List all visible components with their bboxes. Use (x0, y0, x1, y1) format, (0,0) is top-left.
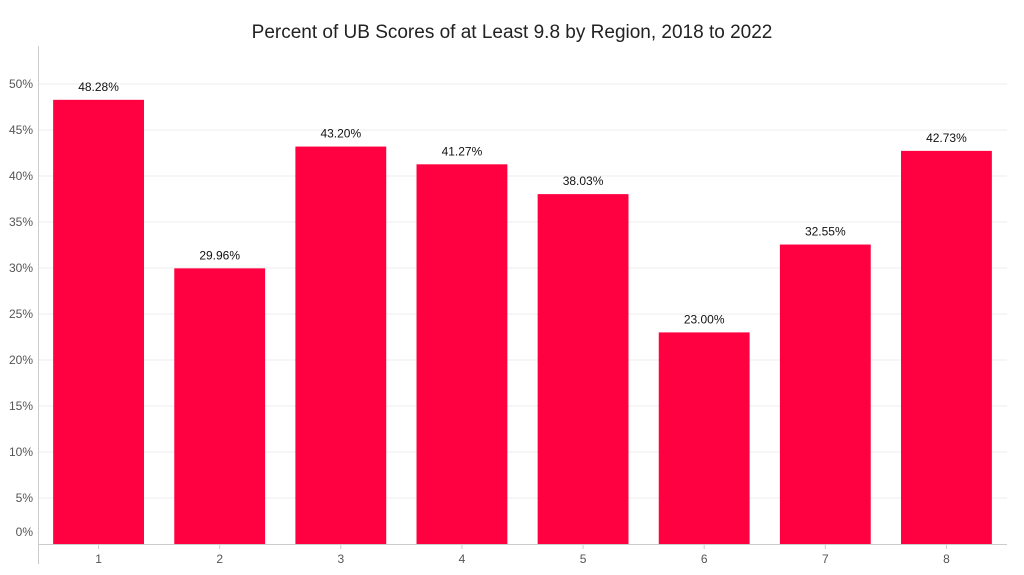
bar (174, 268, 266, 544)
x-tick-label: 1 (95, 552, 102, 566)
data-labels: 48.28% 29.96% 43.20% 41.27% 38.03% 23.00% 32.5… (78, 80, 967, 327)
y-tick-label: 30% (9, 261, 33, 275)
data-label: 48.28% (78, 80, 119, 94)
bar (658, 332, 750, 544)
y-tick-label: 0% (16, 525, 34, 539)
data-label: 42.73% (926, 131, 967, 145)
data-label: 43.20% (320, 127, 361, 141)
y-tick-label: 50% (9, 77, 33, 91)
chart-title: Percent of UB Scores of at Least 9.8 by … (252, 22, 773, 43)
x-tick-label: 8 (943, 552, 950, 566)
x-axis-ticks: 1 2 3 4 5 6 7 8 (95, 544, 950, 566)
y-tick-label: 5% (16, 491, 34, 505)
data-label: 41.27% (442, 144, 483, 158)
y-tick-label: 35% (9, 215, 33, 229)
y-tick-label: 25% (9, 307, 33, 321)
bar (416, 164, 508, 545)
bar (53, 99, 144, 544)
x-tick-label: 2 (216, 552, 223, 566)
bar (295, 146, 387, 544)
x-tick-label: 4 (459, 552, 466, 566)
x-tick-label: 3 (337, 552, 344, 566)
bar (537, 194, 629, 544)
y-tick-label: 15% (9, 399, 33, 413)
y-tick-label: 45% (9, 123, 33, 137)
bar (779, 244, 871, 545)
x-tick-label: 7 (822, 552, 829, 566)
y-axis-ticks: 0% 5% 10% 15% 20% 25% 30% 35% 40% 45% 50% (9, 77, 33, 539)
data-label: 29.96% (199, 248, 240, 262)
data-label: 38.03% (563, 174, 604, 188)
bars (53, 99, 992, 545)
y-tick-label: 40% (9, 169, 33, 183)
x-tick-label: 6 (701, 552, 708, 566)
y-tick-label: 20% (9, 353, 33, 367)
bar (901, 150, 992, 544)
x-tick-label: 5 (580, 552, 587, 566)
data-label: 32.55% (805, 225, 846, 239)
y-tick-label: 10% (9, 445, 33, 459)
data-label: 23.00% (684, 312, 725, 326)
